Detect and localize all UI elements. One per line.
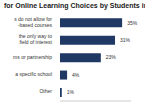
svg-text:31%: 31% bbox=[120, 37, 131, 43]
svg-text:4%: 4% bbox=[72, 72, 80, 78]
svg-text:ms or partnership: ms or partnership bbox=[13, 54, 52, 60]
svg-text:23%: 23% bbox=[106, 54, 117, 60]
svg-text:1%: 1% bbox=[67, 89, 75, 95]
svg-text:s do not allow for-based cours: s do not allow for-based courses bbox=[14, 16, 52, 28]
svg-text:the only way tofield of intere: the only way tofield of interest bbox=[19, 33, 53, 45]
svg-text:Other: Other bbox=[39, 89, 52, 95]
svg-text:a specific school: a specific school bbox=[15, 71, 52, 77]
svg-text:35%: 35% bbox=[127, 20, 137, 26]
